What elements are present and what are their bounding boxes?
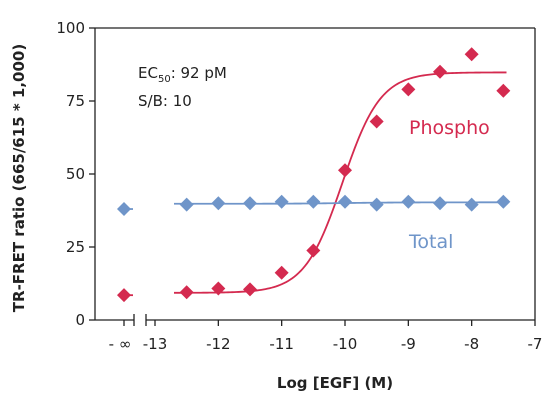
point-total: [243, 196, 257, 211]
point-total: [369, 197, 384, 212]
point-total: [401, 194, 416, 209]
point-phospho: [464, 47, 479, 62]
y-tick-label: 100: [56, 19, 85, 37]
ec50-value: : 92 pM: [171, 64, 227, 82]
x-tick-label: -9: [401, 335, 416, 353]
data-points: [117, 47, 511, 303]
point-total: [464, 197, 479, 212]
sb-annotation: S/B: 10: [138, 92, 192, 110]
point-total: [338, 194, 352, 209]
point-total: [179, 197, 194, 212]
x-tick-label: -13: [143, 335, 168, 353]
point-phospho: [496, 83, 511, 98]
point-phospho: [369, 114, 384, 129]
point-phospho: [243, 282, 257, 297]
series-label-phospho: Phospho: [409, 117, 490, 139]
y-tick-label: 0: [75, 311, 85, 329]
y-tick-label: 25: [66, 238, 85, 256]
point-total: [211, 196, 226, 211]
point-total: [433, 196, 447, 211]
point-total: [274, 194, 289, 209]
point-phospho: [211, 281, 226, 296]
point-phospho: [179, 285, 194, 300]
x-tick-label-baseline: - ∞: [109, 335, 132, 353]
point-phospho-baseline: [117, 288, 131, 303]
y-axis-title: TR-FRET ratio (665/615 * 1,000): [10, 44, 28, 312]
ec50-subscript: 50: [158, 74, 171, 85]
point-phospho: [433, 64, 447, 79]
x-axis-title: Log [EGF] (M): [277, 374, 393, 392]
fit-curve-phospho: [174, 71, 507, 294]
ec50-annotation: EC50: 92 pM: [138, 64, 227, 85]
point-phospho: [274, 265, 289, 280]
axes: 0 25 50 75 100 -13 -12 -11 -10 -9 -8 -7 - ∞: [56, 19, 542, 353]
point-phospho: [401, 82, 416, 97]
y-tick-label: 50: [66, 165, 85, 183]
x-tick-label: -8: [464, 335, 479, 353]
point-total-baseline: [117, 202, 131, 217]
point-total: [496, 194, 511, 209]
x-tick-label: -11: [269, 335, 294, 353]
series-label-total: Total: [408, 231, 453, 253]
point-phospho: [338, 163, 352, 178]
x-tick-label: -7: [528, 335, 543, 353]
x-tick-label: -10: [333, 335, 358, 353]
y-tick-label: 75: [66, 92, 85, 110]
x-tick-label: -12: [206, 335, 231, 353]
point-phospho: [306, 243, 321, 258]
ec50-prefix: EC: [138, 64, 158, 82]
point-total: [306, 194, 321, 209]
